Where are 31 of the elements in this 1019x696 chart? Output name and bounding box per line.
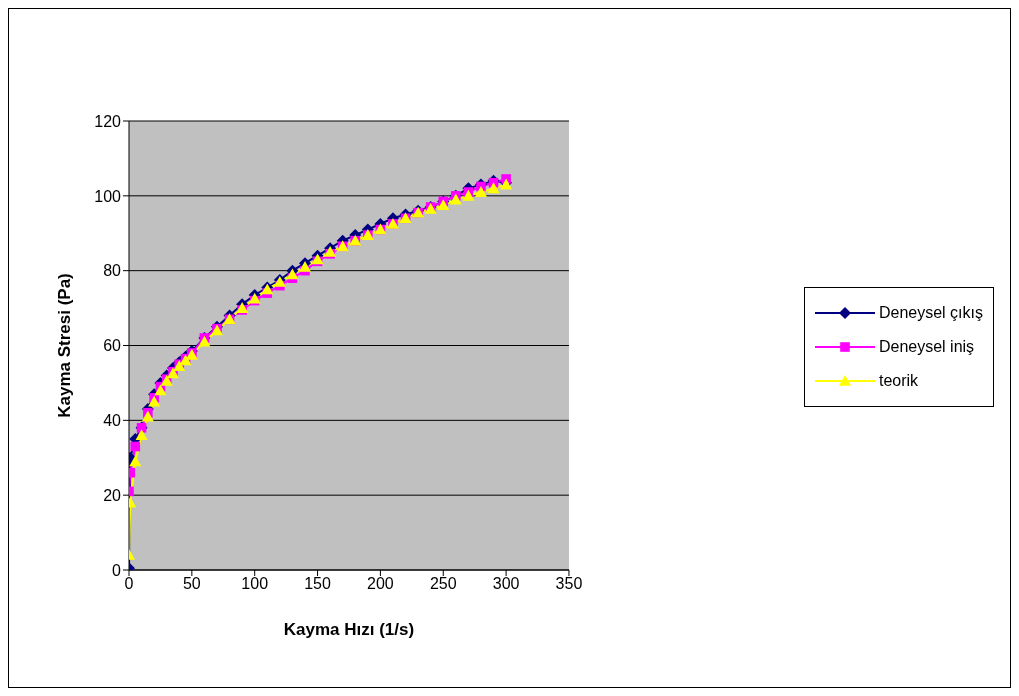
point [462,189,475,201]
point [148,395,161,407]
point [487,182,500,194]
point [130,441,141,452]
x-tick-label: 0 [124,575,134,593]
y-tick-label: 120 [94,112,122,130]
point [154,384,167,396]
y-tick-label: 80 [103,262,122,280]
legend-label: Deneysel iniş [878,338,975,356]
y-tick-label: 20 [103,486,122,504]
y-tick-label: 60 [103,337,122,355]
legend-label: Deneysel çıkış [878,304,983,322]
y-tick-label: 40 [103,412,122,430]
legend-label: teorik [878,372,919,390]
point [141,410,154,422]
x-tick-label: 200 [367,575,394,593]
x-tick-label: 300 [492,575,520,593]
x-tick-label: 100 [241,575,269,593]
point [474,186,487,197]
point [286,268,299,280]
x-tick-label: 250 [429,575,457,593]
x-tick-label: 150 [304,575,331,593]
x-tick-label: 50 [182,575,201,593]
x-tick-label: 350 [555,575,583,593]
y-axis-title: Kayma Stresi (Pa) [55,273,75,418]
x-axis-title: Kayma Hızı (1/s) [283,620,415,639]
y-tick-label: 100 [94,187,122,205]
point [135,429,148,441]
point [129,455,142,467]
point [449,193,462,205]
y-tick-label: 0 [112,561,122,579]
